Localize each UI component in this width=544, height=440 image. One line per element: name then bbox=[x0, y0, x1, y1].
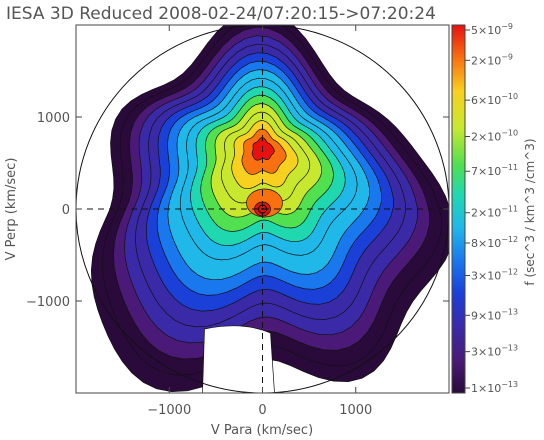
colorbar-tick-label: 7×10−11 bbox=[471, 163, 518, 178]
colorbar-tick-label: 2×10−9 bbox=[471, 52, 513, 67]
x-tick-label: 0 bbox=[258, 403, 266, 418]
x-tick-label: −1000 bbox=[147, 403, 191, 418]
plot-frame bbox=[75, 24, 450, 394]
peak-dot bbox=[261, 207, 264, 211]
x-axis-label: V Para (km/sec) bbox=[211, 423, 313, 438]
distribution-contours bbox=[90, 25, 449, 393]
colorbar-ticks: 1×10−13 3×10−13 9×10−13 3×10−12 8×10−12 2×10−… bbox=[465, 22, 518, 395]
colorbar-tick-label: 3×10−13 bbox=[471, 344, 518, 359]
contour-level bbox=[251, 137, 275, 161]
colorbar-tick-label: 5×10−9 bbox=[471, 22, 513, 37]
y-axis-label: V Perp (km/sec) bbox=[4, 158, 19, 261]
chart-title: IESA 3D Reduced 2008-02-24/07:20:15->07:… bbox=[6, 4, 436, 24]
colorbar-label: f (sec^3 / km^3 /cm^3) bbox=[523, 138, 537, 285]
colorbar-tick-label: 6×10−10 bbox=[471, 92, 518, 107]
data-gap bbox=[202, 325, 275, 393]
colorbar-tick-label: 8×10−12 bbox=[471, 235, 518, 250]
peak-marker bbox=[257, 204, 268, 214]
colorbar-tick-label: 2×10−11 bbox=[471, 205, 518, 220]
x-tick-label: 1000 bbox=[339, 403, 372, 418]
colorbar-tick-label: 9×10−13 bbox=[471, 307, 518, 322]
y-tick-label: −1000 bbox=[26, 295, 70, 310]
colorbar-tick-label: 2×10−10 bbox=[471, 129, 518, 144]
colorbar-tick-label: 1×10−13 bbox=[471, 380, 518, 395]
colorbar bbox=[451, 24, 466, 394]
colorbar-tick-label: 3×10−12 bbox=[471, 267, 518, 282]
y-tick-label: 1000 bbox=[37, 111, 70, 126]
y-tick-label: 0 bbox=[62, 203, 70, 218]
